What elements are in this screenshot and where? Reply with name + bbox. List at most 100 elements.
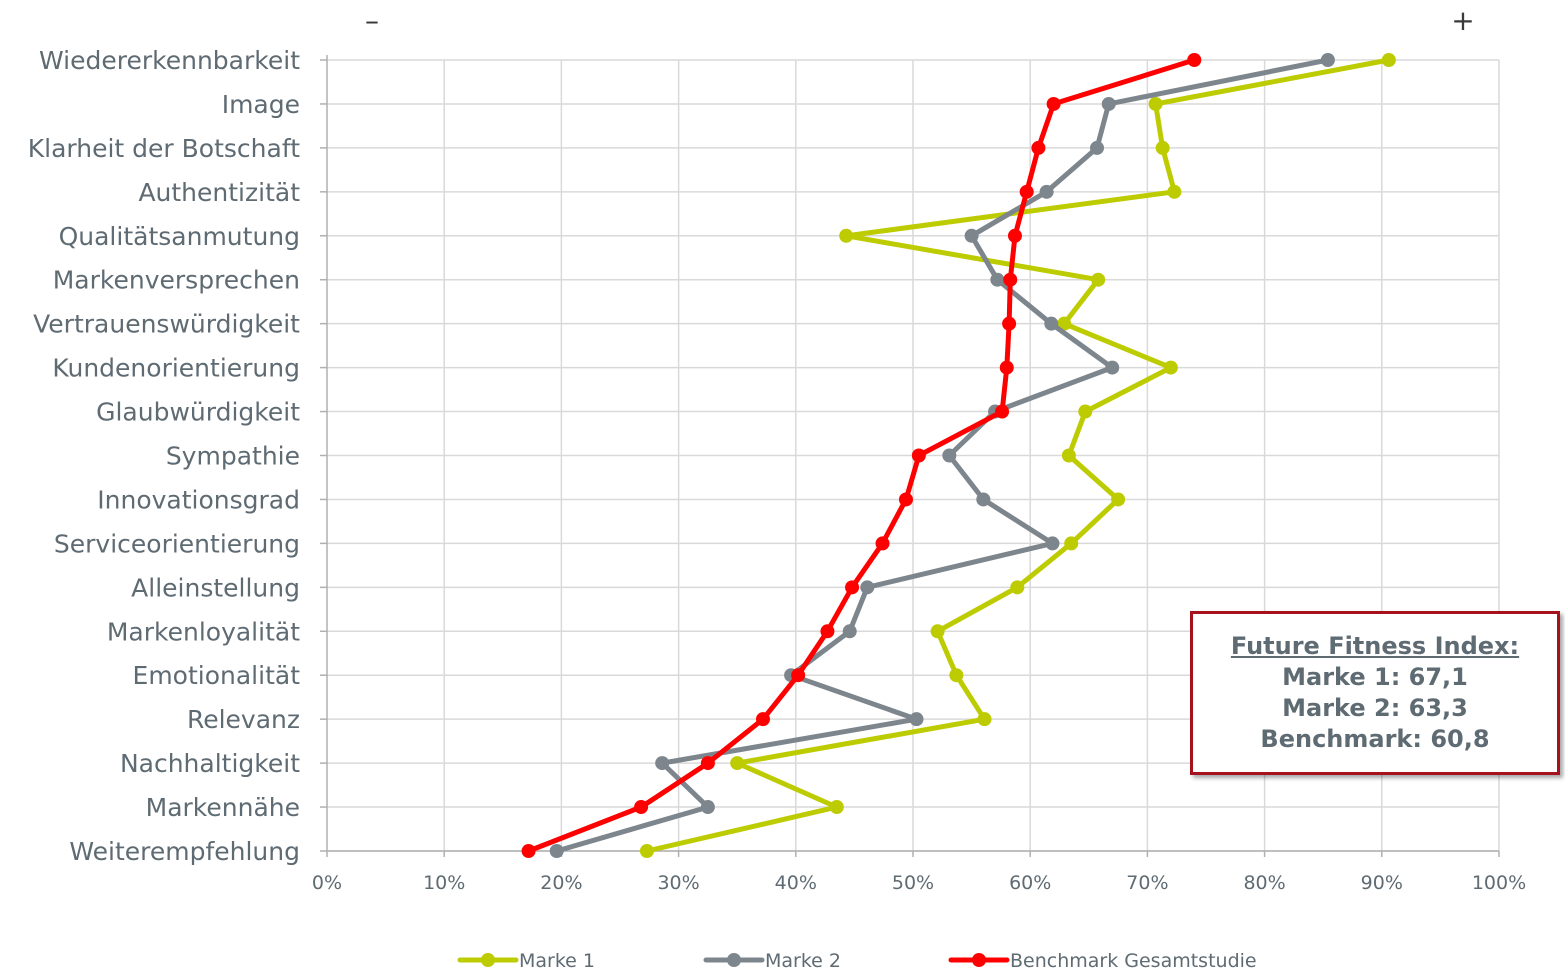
data-point <box>1031 140 1046 155</box>
data-point <box>1057 316 1072 331</box>
category-label: Nachhaltigkeit <box>120 749 300 778</box>
data-point <box>791 668 806 683</box>
data-point <box>1091 272 1106 287</box>
category-label: Markenversprechen <box>53 266 300 295</box>
data-point <box>1007 228 1022 243</box>
data-point <box>1039 184 1054 199</box>
category-label: Wiedererkennbarkeit <box>39 46 300 75</box>
data-point <box>964 228 979 243</box>
data-point <box>1187 53 1202 67</box>
data-point <box>1163 360 1178 375</box>
category-label: Serviceorientierung <box>54 529 300 558</box>
category-label: Authentizität <box>138 178 300 207</box>
data-point <box>995 404 1010 419</box>
category-label: Vertrauenswürdigkeit <box>33 310 300 339</box>
category-label: Weiterempfehlung <box>69 837 300 866</box>
data-point <box>1320 53 1335 67</box>
data-point <box>829 800 844 815</box>
category-label: Glaubwürdigkeit <box>96 398 300 427</box>
data-point <box>1061 448 1076 463</box>
data-point <box>1044 316 1059 331</box>
x-tick-label: 40% <box>775 872 817 894</box>
category-label: Qualitätsanmutung <box>59 222 300 251</box>
data-point <box>909 712 924 727</box>
index-line-benchmark: Benchmark: 60,8 <box>1260 725 1490 753</box>
data-point <box>655 756 670 771</box>
data-point <box>634 800 649 815</box>
data-point <box>839 228 854 243</box>
data-point <box>1002 316 1017 331</box>
x-tick-label: 80% <box>1243 872 1285 894</box>
scale-plus-label: + <box>1451 4 1474 37</box>
data-point <box>1078 404 1093 419</box>
category-label: Image <box>222 90 300 119</box>
data-point <box>1010 580 1025 595</box>
data-point <box>1155 140 1170 155</box>
data-point <box>549 844 564 858</box>
data-point <box>842 624 857 639</box>
data-point <box>1045 536 1060 551</box>
data-point <box>845 580 860 595</box>
legend: Marke 1 Marke 2 Benchmark Gesamtstudie <box>457 950 1257 972</box>
category-label: Markennähe <box>146 793 300 822</box>
index-line-marke-2: Marke 2: 63,3 <box>1282 694 1468 722</box>
data-point <box>949 668 964 683</box>
category-label: Alleinstellung <box>131 573 300 602</box>
x-tick-labels: 0% 10% 20% 30% 40% 50% 60% 70% 80% 90% 100% <box>312 872 1526 894</box>
data-point <box>1105 360 1120 375</box>
data-point <box>1148 96 1163 111</box>
data-point <box>999 360 1014 375</box>
data-point <box>1019 184 1034 199</box>
category-label: Klarheit der Botschaft <box>28 134 300 163</box>
x-tick-label: 30% <box>657 872 699 894</box>
data-point <box>898 492 913 507</box>
category-label: Relevanz <box>187 705 300 734</box>
data-point <box>911 448 926 463</box>
x-tick-label: 20% <box>540 872 582 894</box>
legend-swatch-marker <box>481 953 495 967</box>
data-point <box>1046 96 1061 111</box>
data-point <box>930 624 945 639</box>
category-labels: Wiedererkennbarkeit Image Klarheit der Bot… <box>28 46 300 866</box>
scale-minus-label: – <box>365 4 379 37</box>
legend-label: Marke 2 <box>765 950 841 972</box>
category-label: Sympathie <box>166 442 300 471</box>
data-point <box>1167 184 1182 199</box>
category-label: Emotionalität <box>133 661 301 690</box>
x-tick-label: 90% <box>1361 872 1403 894</box>
data-point <box>521 844 536 858</box>
x-tick-label: 70% <box>1126 872 1168 894</box>
data-point <box>1064 536 1079 551</box>
legend-swatch-marker <box>727 953 741 967</box>
legend-label: Benchmark Gesamtstudie <box>1010 950 1257 972</box>
category-label: Kundenorientierung <box>52 354 300 383</box>
future-fitness-index-box: Future Fitness Index: Marke 1: 67,1 Mark… <box>1190 611 1560 775</box>
data-point <box>755 712 770 727</box>
series-1 <box>639 53 1396 858</box>
x-tick-label: 10% <box>423 872 465 894</box>
data-point <box>820 624 835 639</box>
data-point <box>700 800 715 815</box>
index-title: Future Fitness Index: <box>1230 632 1520 660</box>
data-point <box>942 448 957 463</box>
data-point <box>730 756 745 771</box>
legend-label: Marke 1 <box>519 950 595 972</box>
data-point <box>976 492 991 507</box>
legend-swatch-marker <box>972 953 986 967</box>
data-point <box>875 536 890 551</box>
data-point <box>1111 492 1126 507</box>
data-point <box>860 580 875 595</box>
category-label: Markenloyalität <box>107 617 300 646</box>
data-point <box>990 272 1005 287</box>
data-point <box>700 756 715 771</box>
data-point <box>1003 272 1018 287</box>
series-3 <box>521 53 1202 858</box>
index-line-marke-1: Marke 1: 67,1 <box>1282 663 1468 691</box>
series-lines <box>521 53 1396 858</box>
x-tick-label: 100% <box>1472 872 1526 894</box>
x-tick-label: 60% <box>1009 872 1051 894</box>
category-label: Innovationsgrad <box>97 485 300 514</box>
data-point <box>639 844 654 858</box>
data-point <box>977 712 992 727</box>
